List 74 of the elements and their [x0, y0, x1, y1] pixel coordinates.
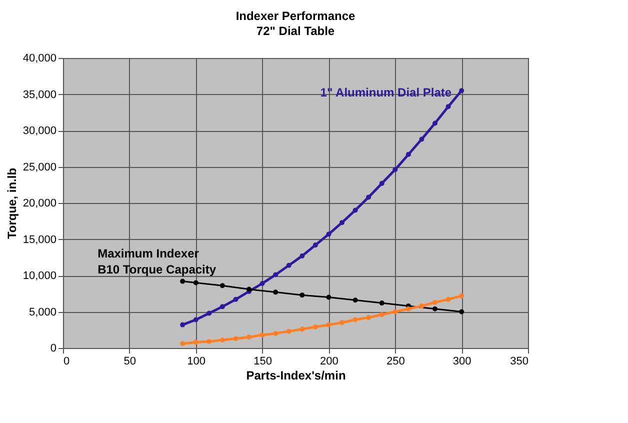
point: [459, 309, 464, 314]
point: [273, 331, 278, 336]
point: [432, 306, 438, 312]
point: [220, 304, 225, 310]
y-tick-label: 25,000: [22, 161, 56, 174]
point: [206, 338, 212, 344]
x-tick-label: 350: [510, 356, 528, 368]
point: [246, 334, 252, 340]
point: [233, 296, 238, 302]
point: [312, 324, 318, 330]
point: [300, 253, 305, 258]
x-axis-title: Parts-Index's/min: [246, 368, 346, 382]
point: [286, 262, 292, 268]
point: [352, 208, 358, 213]
point: [273, 290, 278, 295]
x-tick-label: 100: [187, 356, 206, 368]
y-axis-title: Torque, in.lb: [4, 168, 19, 240]
point: [300, 292, 305, 298]
chart-title: Indexer Performance: [236, 9, 356, 23]
point: [180, 341, 186, 346]
y-tick-label: 20,000: [22, 198, 56, 210]
point: [220, 338, 225, 343]
chart-subtitle: 72" Dial Table: [256, 24, 335, 38]
point: [300, 326, 305, 332]
x-tick-label: 300: [452, 356, 472, 368]
point: [366, 194, 372, 200]
point: [180, 278, 186, 284]
point: [366, 315, 372, 320]
point: [379, 312, 384, 318]
point: [419, 136, 424, 142]
point: [406, 152, 411, 157]
y-tick-label: 15,000: [22, 234, 56, 246]
point: [326, 322, 332, 328]
point: [432, 120, 438, 126]
y-tick-label: 40,000: [22, 52, 56, 64]
point: [220, 283, 225, 288]
x-tick-label: 250: [386, 356, 405, 368]
point: [446, 296, 451, 302]
y-tick-label: 35,000: [22, 88, 56, 101]
x-tick-label: 50: [124, 356, 136, 368]
point: [459, 293, 464, 298]
point: [286, 328, 292, 334]
point: [260, 332, 265, 338]
point: [233, 336, 238, 342]
point: [379, 300, 384, 306]
point: [459, 88, 464, 94]
point: [352, 298, 358, 303]
point: [352, 317, 358, 322]
point: [193, 317, 198, 322]
point: [260, 280, 265, 286]
point: [446, 104, 451, 110]
point: [326, 232, 332, 237]
point: [406, 306, 411, 312]
x-tick-label: 0: [64, 356, 70, 368]
point: [193, 340, 198, 345]
x-tick-label: 200: [320, 356, 338, 368]
point: [206, 310, 212, 316]
point: [392, 167, 398, 172]
y-tick-label: 30,000: [22, 125, 56, 137]
point: [193, 280, 198, 286]
point: [273, 272, 278, 278]
point: [340, 220, 344, 226]
point: [312, 242, 318, 248]
x-tick-label: 150: [254, 356, 272, 368]
y-tick-label: 5,000: [28, 306, 56, 318]
point: [432, 300, 438, 305]
point: [180, 322, 186, 328]
y-tick-label: 0: [50, 342, 56, 354]
y-tick-label: 10,000: [22, 270, 56, 282]
point: [326, 294, 332, 300]
point: [392, 309, 398, 314]
point: [419, 303, 424, 308]
point: [379, 180, 384, 186]
point: [340, 320, 344, 326]
